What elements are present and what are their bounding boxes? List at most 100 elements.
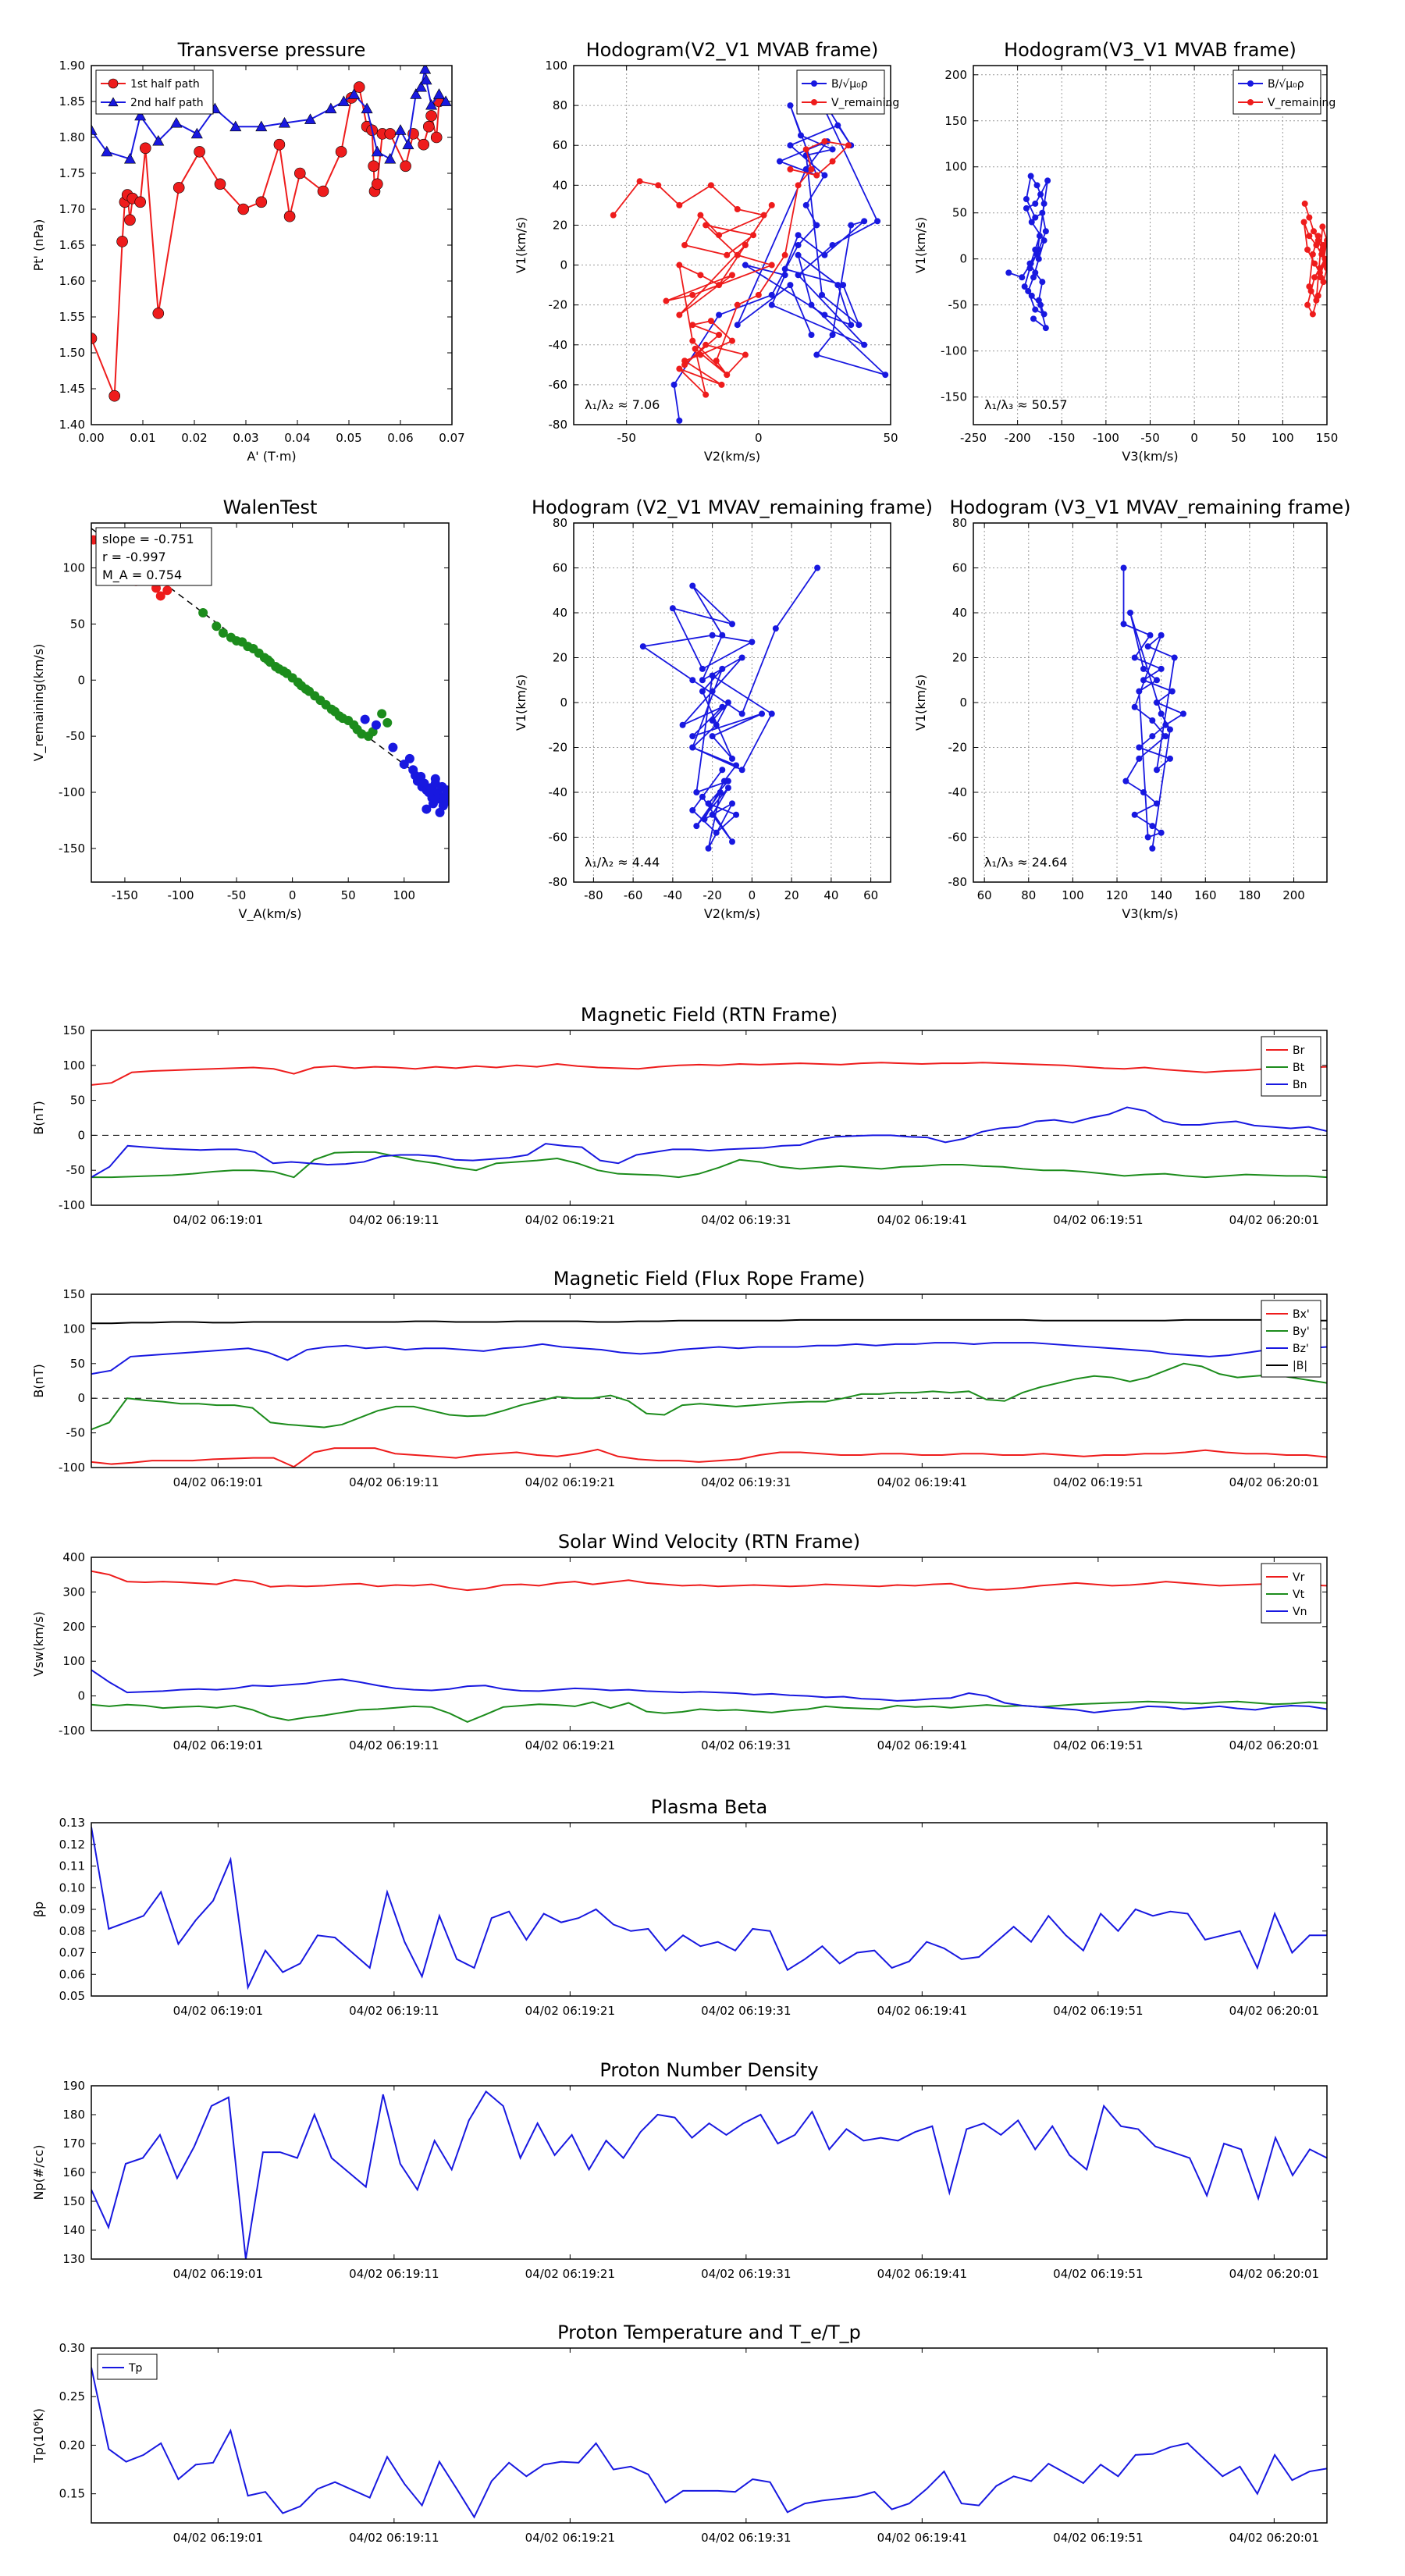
data-point [444,796,449,806]
data-point [734,322,741,329]
data-point [709,632,716,639]
time-tick-label: 04/02 06:19:41 [877,2531,967,2545]
data-point [1025,287,1032,294]
y-tick-label: -150 [941,390,967,404]
legend-marker [811,99,817,105]
data-point [707,182,714,189]
x-tick-label: 0.04 [284,431,310,445]
y-tick-label: 170 [62,2137,85,2151]
data-point [813,351,820,358]
data-point [702,391,710,398]
data-point [1131,703,1138,710]
data-point [402,138,414,150]
y-tick-label: 0.15 [59,2487,85,2501]
x-tick-label: 0.03 [233,431,258,445]
legend-label: Bn [1293,1079,1307,1091]
data-point [400,160,411,173]
data-point [1309,251,1316,258]
y-tick-label: 1.75 [59,166,85,180]
data-point [422,120,435,133]
series-line-vn [91,1669,1327,1713]
time-tick-label: 04/02 06:19:51 [1053,1475,1143,1489]
plot-area [91,66,452,402]
data-point [1306,233,1313,240]
y-tick-label: -50 [948,298,968,312]
data-point [669,605,676,612]
data-point [1171,654,1178,661]
x-tick-label: 120 [1106,888,1129,902]
legend-label: Bt [1293,1062,1305,1074]
y-tick-label: -100 [59,785,85,799]
data-point [152,308,165,319]
data-point [384,152,397,164]
data-point [1158,829,1165,836]
data-point [795,182,802,189]
data-point [610,212,617,219]
time-tick-label: 04/02 06:19:01 [173,1213,263,1227]
data-point [419,66,432,74]
data-point [194,146,205,158]
eigenvalue-ratio: λ₁/λ₂ ≈ 4.44 [585,855,660,870]
y-tick-label: 100 [62,1654,85,1668]
x-tick-label: 20 [784,888,799,902]
data-point [749,639,756,646]
x-tick-label: -50 [617,431,636,445]
data-point [689,322,696,329]
x-tick-label: 50 [341,888,356,902]
time-tick-label: 04/02 06:19:21 [525,2531,615,2545]
data-point [848,222,855,229]
x-tick-label: -100 [1093,431,1119,445]
series-line-vt [91,1700,1327,1723]
y-axis-label: Pt' (nPa) [31,219,46,272]
y-tick-label: 60 [553,138,567,152]
data-point [1300,219,1307,226]
data-point [802,201,809,208]
y-tick-label: 0.11 [59,1859,85,1873]
stats-text: M_A = 0.754 [102,568,182,583]
time-tick-label: 04/02 06:19:11 [349,2531,439,2545]
data-point [636,178,643,185]
y-tick-label: 200 [944,68,967,82]
x-axis-label: V2(km/s) [704,906,760,921]
data-point [813,222,820,229]
series-line-vr [91,1570,1327,1592]
data-point [689,291,696,298]
data-point [1033,251,1040,258]
legend-box [1232,69,1321,115]
y-tick-label: -100 [941,344,967,358]
legend-marker [108,97,119,107]
data-point [394,124,407,135]
x-tick-label: -40 [663,888,683,902]
data-point [404,753,414,763]
time-tick-label: 04/02 06:19:11 [349,2267,439,2281]
legend-label: 2nd half path [130,97,204,109]
data-point [1032,214,1039,221]
data-point [1042,325,1049,332]
axes-frame [91,1293,1328,1468]
series-line-b [91,1318,1327,1325]
data-point [787,142,794,149]
data-point [874,218,881,225]
data-point [699,665,706,672]
legend-label: Br [1293,1044,1305,1057]
data-point [1040,237,1048,244]
data-point [781,251,788,258]
axes-frame [573,522,891,883]
data-point [663,297,670,304]
time-tick-label: 04/02 06:19:31 [701,2267,791,2281]
hodo_v3v1_rem-panel: 60 80 100 120 140 160 180 200 -80 -60 -40 -20 0 20 40 6… [913,496,1351,921]
y-tick-label: -40 [549,785,568,799]
time-tick-label: 04/02 06:20:01 [1229,1213,1319,1227]
data-point [768,710,775,717]
data-point [337,95,350,106]
data-point [802,165,809,173]
data-point [676,365,683,372]
data-point [742,262,749,269]
y-tick-label: 160 [62,2165,85,2179]
legend-label: B/√μ₀ρ [831,78,868,91]
data-point [1039,209,1046,216]
time-tick-label: 04/02 06:19:01 [173,1738,263,1752]
y-tick-label: -20 [549,298,568,312]
data-point [1162,721,1169,728]
x-tick-label: 50 [1231,431,1246,445]
